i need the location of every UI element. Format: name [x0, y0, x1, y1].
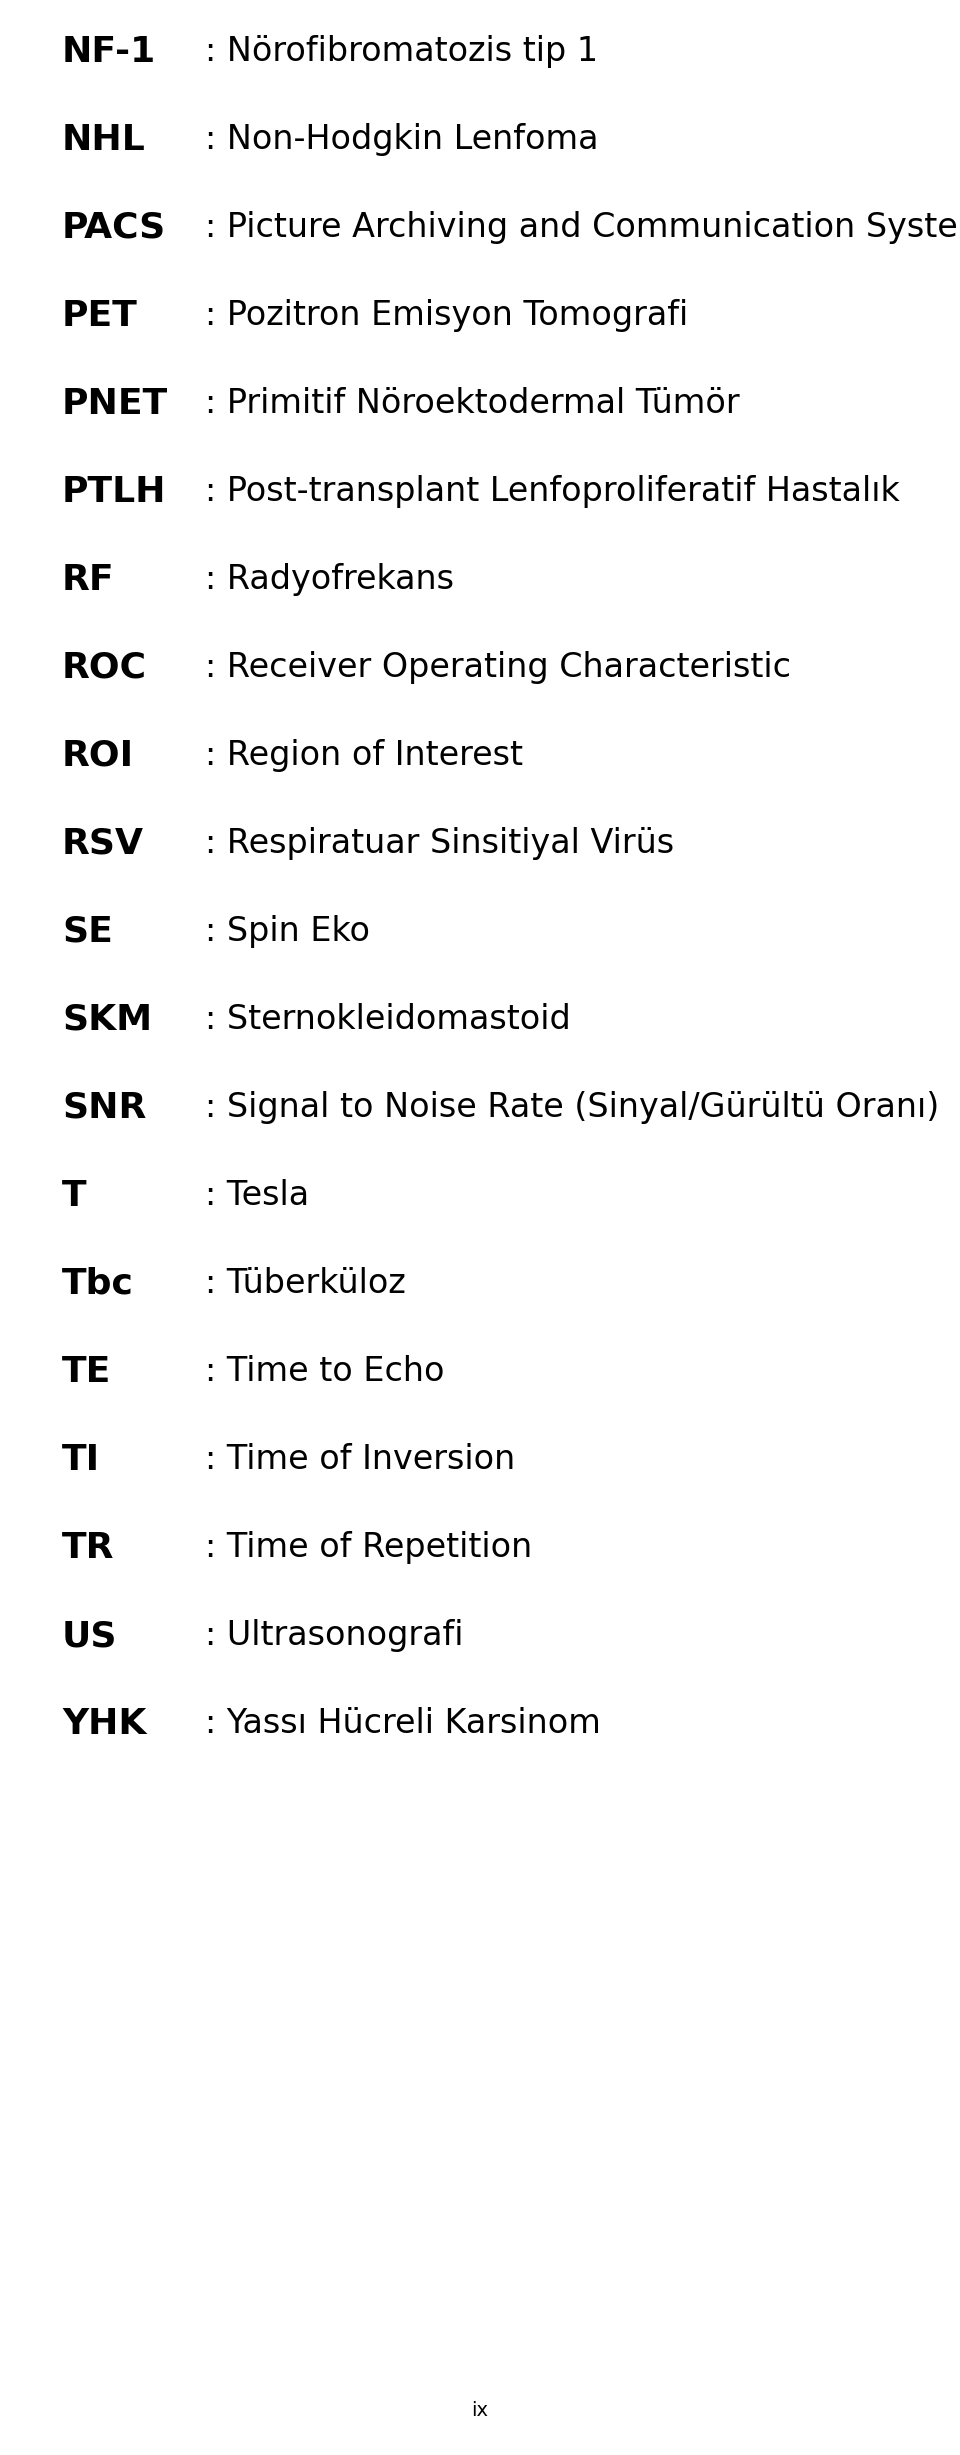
Text: : Pozitron Emisyon Tomografi: : Pozitron Emisyon Tomografi — [205, 300, 688, 331]
Text: : Post-transplant Lenfoproliferatif Hastalık: : Post-transplant Lenfoproliferatif Hast… — [205, 474, 900, 508]
Text: : Respiratuar Sinsitiyal Virüs: : Respiratuar Sinsitiyal Virüs — [205, 827, 674, 859]
Text: : Ultrasonografi: : Ultrasonografi — [205, 1618, 464, 1652]
Text: ROC: ROC — [62, 651, 147, 685]
Text: : Time to Echo: : Time to Echo — [205, 1355, 444, 1387]
Text: : Signal to Noise Rate (Sinyal/Gürültü Oranı): : Signal to Noise Rate (Sinyal/Gürültü O… — [205, 1090, 939, 1124]
Text: : Receiver Operating Characteristic: : Receiver Operating Characteristic — [205, 651, 791, 685]
Text: RSV: RSV — [62, 827, 144, 862]
Text: : Primitif Nöroektodermal Tümör: : Primitif Nöroektodermal Tümör — [205, 388, 739, 420]
Text: : Picture Archiving and Communication System: : Picture Archiving and Communication Sy… — [205, 211, 960, 243]
Text: NHL: NHL — [62, 123, 146, 157]
Text: : Tesla: : Tesla — [205, 1178, 309, 1213]
Text: PET: PET — [62, 300, 138, 334]
Text: Tbc: Tbc — [62, 1267, 133, 1301]
Text: TR: TR — [62, 1532, 114, 1564]
Text: : Spin Eko: : Spin Eko — [205, 916, 370, 948]
Text: NF-1: NF-1 — [62, 34, 156, 69]
Text: TI: TI — [62, 1444, 100, 1478]
Text: SE: SE — [62, 916, 113, 950]
Text: PNET: PNET — [62, 388, 168, 420]
Text: RF: RF — [62, 562, 114, 597]
Text: : Time of Repetition: : Time of Repetition — [205, 1532, 532, 1564]
Text: : Sternokleidomastoid: : Sternokleidomastoid — [205, 1004, 571, 1036]
Text: : Time of Inversion: : Time of Inversion — [205, 1444, 516, 1475]
Text: : Nörofibromatozis tip 1: : Nörofibromatozis tip 1 — [205, 34, 598, 69]
Text: TE: TE — [62, 1355, 111, 1390]
Text: PTLH: PTLH — [62, 474, 166, 508]
Text: T: T — [62, 1178, 86, 1213]
Text: : Yassı Hücreli Karsinom: : Yassı Hücreli Karsinom — [205, 1706, 601, 1741]
Text: PACS: PACS — [62, 211, 166, 246]
Text: ix: ix — [471, 2401, 489, 2421]
Text: YHK: YHK — [62, 1706, 146, 1741]
Text: SKM: SKM — [62, 1004, 152, 1036]
Text: : Tüberküloz: : Tüberküloz — [205, 1267, 406, 1301]
Text: : Non-Hodgkin Lenfoma: : Non-Hodgkin Lenfoma — [205, 123, 598, 157]
Text: ROI: ROI — [62, 739, 134, 773]
Text: SNR: SNR — [62, 1090, 146, 1124]
Text: : Region of Interest: : Region of Interest — [205, 739, 523, 771]
Text: US: US — [62, 1618, 117, 1652]
Text: : Radyofrekans: : Radyofrekans — [205, 562, 454, 597]
